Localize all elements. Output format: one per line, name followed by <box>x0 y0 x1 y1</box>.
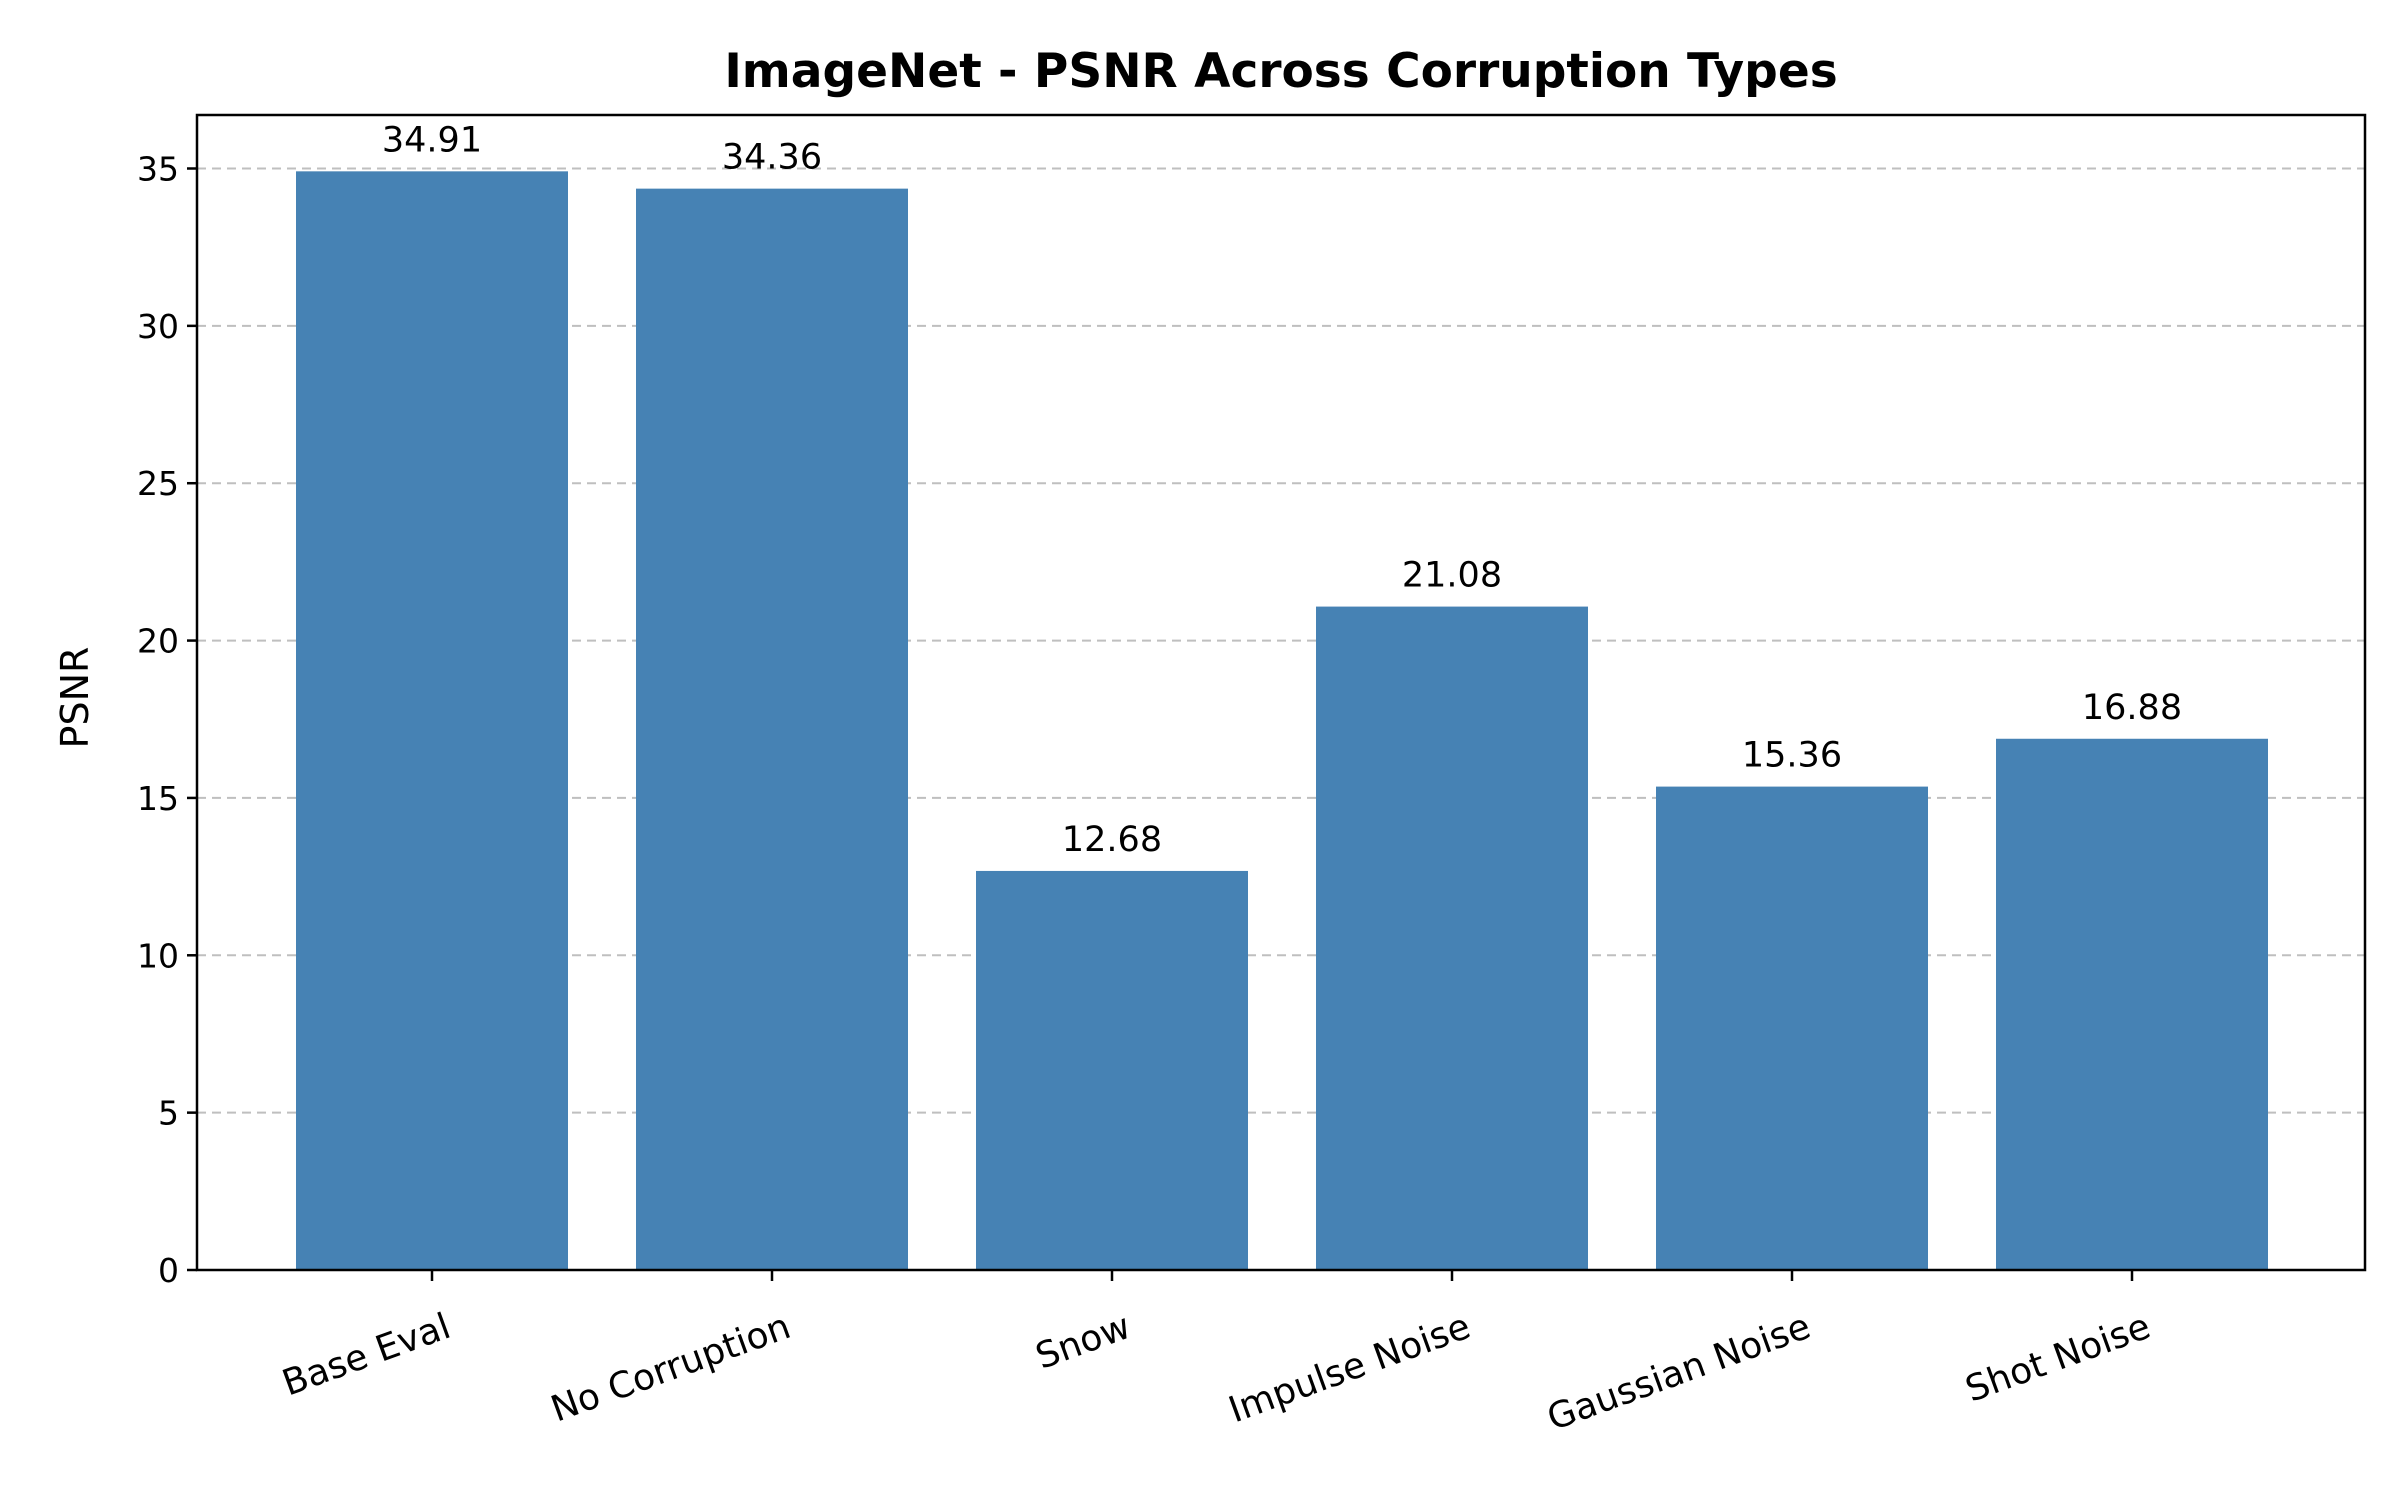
bar-value-label: 16.88 <box>2082 688 2182 728</box>
bar-value-label: 34.36 <box>722 138 822 178</box>
bar-value-label: 21.08 <box>1402 556 1502 596</box>
x-tick-label: Impulse Noise <box>1224 1306 1476 1431</box>
y-tick-label: 0 <box>158 1251 179 1290</box>
x-axis-ticks: Base Eval No Corruption Snow Impulse Noise G… <box>277 1270 2156 1439</box>
bar-value-label: 15.36 <box>1742 736 1842 776</box>
x-tick-label: Shot Noise <box>1960 1306 2156 1411</box>
bar <box>636 188 908 1270</box>
bar <box>296 171 568 1271</box>
x-tick-label: Gaussian Noise <box>1542 1306 1816 1439</box>
y-tick-label: 15 <box>137 779 179 818</box>
x-tick-label: Base Eval <box>277 1306 456 1404</box>
bar-value-label: 34.91 <box>382 120 482 160</box>
y-axis-ticks: 0 5 10 15 20 25 30 35 <box>137 150 197 1290</box>
y-tick-label: 30 <box>137 307 179 346</box>
y-tick-label: 25 <box>137 464 179 503</box>
bar <box>1996 738 2268 1270</box>
bars <box>296 171 2268 1271</box>
bar-value-label: 12.68 <box>1062 820 1162 860</box>
bar <box>1656 786 1928 1270</box>
x-tick-label: No Corruption <box>546 1306 796 1430</box>
plot-frame <box>195 113 2367 1272</box>
data-labels: 34.91 34.36 12.68 21.08 15.36 16.88 <box>382 120 2182 860</box>
bar <box>1316 606 1588 1270</box>
y-axis-label: PSNR <box>53 647 97 749</box>
y-tick-label: 5 <box>158 1094 179 1133</box>
y-tick-label: 10 <box>137 936 179 975</box>
chart-title: ImageNet - PSNR Across Corruption Types <box>724 44 1837 99</box>
bar <box>976 870 1248 1270</box>
y-tick-label: 20 <box>137 622 179 661</box>
x-tick-label: Snow <box>1031 1306 1136 1378</box>
y-tick-label: 35 <box>137 150 179 189</box>
